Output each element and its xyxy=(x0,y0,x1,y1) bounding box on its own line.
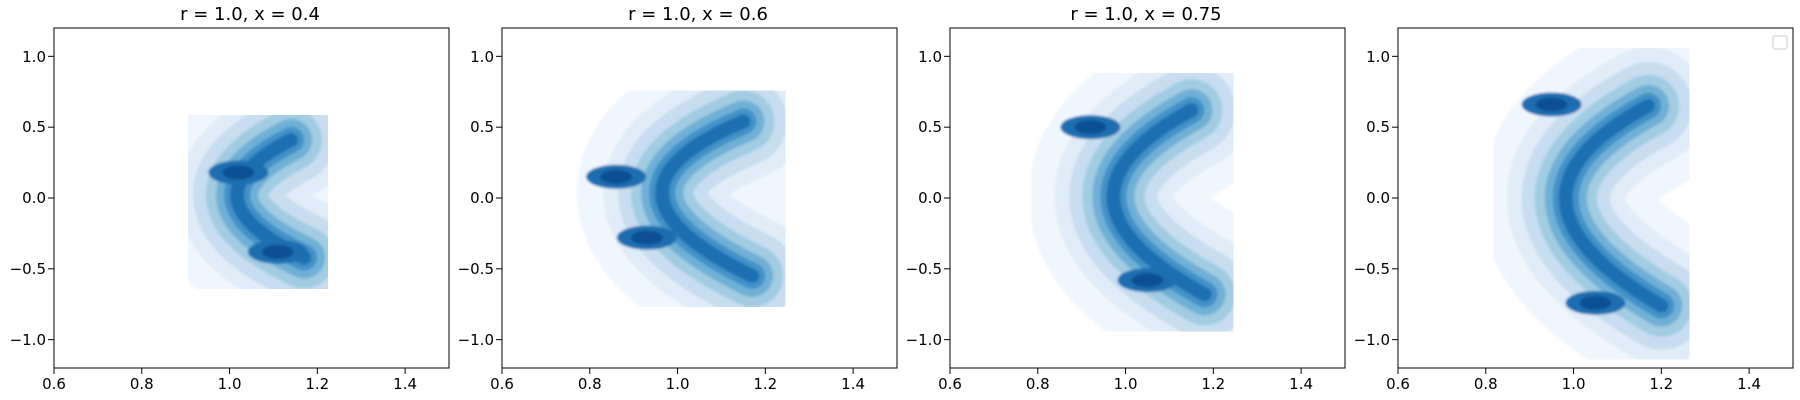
subplot-3-plot-area xyxy=(1028,28,1290,368)
subplot-1-ytick-label: 0.0 xyxy=(22,189,46,207)
density-peak-core xyxy=(1074,120,1107,135)
subplot-1: r = 1.0, x = 0.4 0.6 0.8 1.0 1.2 1.4 −1.… xyxy=(10,4,450,393)
subplot-3-ytick-label: 0.5 xyxy=(918,118,942,136)
subplot-3-xtick-label: 1.4 xyxy=(1289,375,1313,393)
subplot-1-xtick-label: 1.2 xyxy=(305,375,329,393)
subplot-2-ytick-label: 0.5 xyxy=(470,118,494,136)
subplot-1-plot-area xyxy=(152,54,390,343)
subplot-2-xtick-label: 0.8 xyxy=(578,375,602,393)
subplot-4-xtick-label: 1.4 xyxy=(1737,375,1761,393)
legend-box xyxy=(1772,35,1788,50)
subplot-3: r = 1.0, x = 0.75 0.6 0.8 1.0 1.2 1.4 −1… xyxy=(906,4,1346,393)
subplot-4-ytick-label: −1.0 xyxy=(1354,331,1390,349)
density-peak-core xyxy=(1131,273,1164,288)
density-peak-core xyxy=(630,230,663,245)
subplot-4-ytick-label: 0.5 xyxy=(1366,118,1390,136)
subplot-1-xtick-label: 0.8 xyxy=(130,375,154,393)
subplot-2-xtick-label: 0.6 xyxy=(490,375,514,393)
subplot-1-xtick-label: 1.4 xyxy=(393,375,417,393)
density-contour-band xyxy=(655,114,760,283)
subplot-3-ytick-label: −1.0 xyxy=(906,331,942,349)
subplot-1-ytick-label: 0.5 xyxy=(22,118,46,136)
subplot-1-title: r = 1.0, x = 0.4 xyxy=(180,4,320,25)
density-peak-core xyxy=(1535,97,1568,112)
subplot-4-ytick-label: 0.0 xyxy=(1366,189,1390,207)
subplot-2: r = 1.0, x = 0.6 0.6 0.8 1.0 1.2 1.4 −1.… xyxy=(458,4,898,393)
subplot-2-ytick-label: −0.5 xyxy=(458,260,494,278)
subplot-4-plot-area xyxy=(1480,28,1747,368)
subplot-3-title: r = 1.0, x = 0.75 xyxy=(1070,4,1221,25)
subplot-2-axes: 0.6 0.8 1.0 1.2 1.4 −1.0 −0.5 0.0 0.5 1.… xyxy=(458,48,865,393)
subplot-2-xtick-label: 1.4 xyxy=(841,375,865,393)
subplot-2-ytick-label: −1.0 xyxy=(458,331,494,349)
subplot-4: 0.6 0.8 1.0 1.2 1.4 −1.0 −0.5 0.0 0.5 1.… xyxy=(1354,27,1794,393)
subplot-1-xtick-label: 1.0 xyxy=(218,375,242,393)
subplot-4-axes: 0.6 0.8 1.0 1.2 1.4 −1.0 −0.5 0.0 0.5 1.… xyxy=(1354,48,1761,393)
subplot-1-ytick-label: −1.0 xyxy=(10,331,46,349)
subplot-2-ytick-label: 1.0 xyxy=(470,48,494,66)
density-contour-band xyxy=(1558,98,1669,313)
subplot-1-ytick-label: 1.0 xyxy=(22,48,46,66)
subplot-3-xtick-label: 1.0 xyxy=(1114,375,1138,393)
density-contour-band xyxy=(1106,103,1212,302)
density-peak-core xyxy=(1579,295,1612,310)
subplot-1-xtick-label: 0.6 xyxy=(42,375,66,393)
subplot-2-title: r = 1.0, x = 0.6 xyxy=(628,4,768,25)
subplot-2-xtick-label: 1.0 xyxy=(666,375,690,393)
density-peak-core xyxy=(222,165,255,180)
subplot-4-ytick-label: −0.5 xyxy=(1354,260,1390,278)
subplot-3-axes: 0.6 0.8 1.0 1.2 1.4 −1.0 −0.5 0.0 0.5 1.… xyxy=(906,48,1313,393)
subplot-3-xtick-label: 1.2 xyxy=(1201,375,1225,393)
subplot-2-xtick-label: 1.2 xyxy=(753,375,777,393)
subplot-4-xtick-label: 0.8 xyxy=(1474,375,1498,393)
subplot-4-xtick-label: 0.6 xyxy=(1386,375,1410,393)
subplot-2-plot-area xyxy=(577,36,838,361)
subplot-4-xtick-label: 1.2 xyxy=(1649,375,1673,393)
subplot-1-ytick-label: −0.5 xyxy=(10,260,46,278)
subplot-3-xtick-label: 0.6 xyxy=(938,375,962,393)
subplot-3-xtick-label: 0.8 xyxy=(1026,375,1050,393)
subplot-3-ytick-label: 0.0 xyxy=(918,189,942,207)
subplot-4-xtick-label: 1.0 xyxy=(1562,375,1586,393)
subplot-4-ytick-label: 1.0 xyxy=(1366,48,1390,66)
subplot-1-axes: 0.6 0.8 1.0 1.2 1.4 −1.0 −0.5 0.0 0.5 1.… xyxy=(10,48,417,393)
density-peak-core xyxy=(600,169,633,184)
subplot-2-ytick-label: 0.0 xyxy=(470,189,494,207)
subplot-3-ytick-label: −0.5 xyxy=(906,260,942,278)
density-peak-core xyxy=(261,244,294,259)
subplot-3-ytick-label: 1.0 xyxy=(918,48,942,66)
